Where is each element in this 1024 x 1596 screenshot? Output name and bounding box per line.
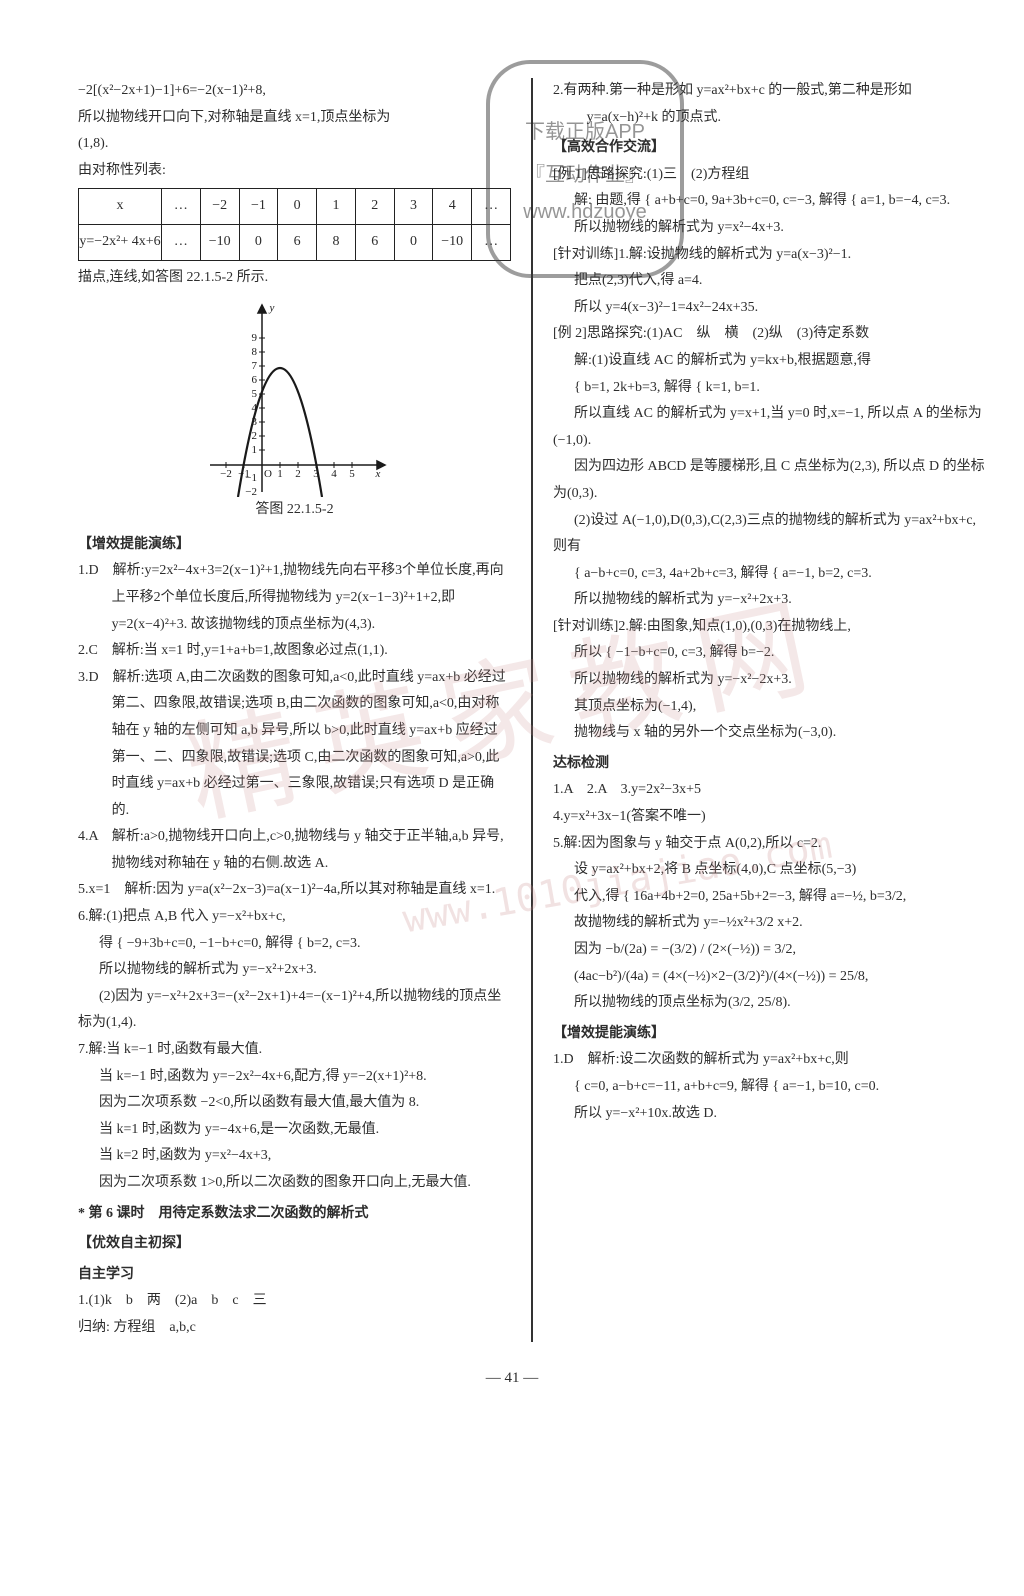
text: 把点(2,3)代入,得 a=4. bbox=[553, 268, 986, 295]
item-4: 4.A 解析:a>0,抛物线开口向上,c>0,抛物线与 y 轴交于正半轴,a,b… bbox=[78, 824, 511, 877]
item-1: 1.D 解析:y=2x²−4x+3=2(x−1)²+1,抛物线先向右平移3个单位… bbox=[78, 558, 511, 638]
text: 当 k=2 时,函数为 y=x²−4x+3, bbox=[78, 1143, 511, 1170]
page: −2[(x²−2x+1)−1]+6=−2(x−1)²+8, 所以抛物线开口向下,… bbox=[0, 0, 1024, 1362]
text: 1.D 解析:设二次函数的解析式为 y=ax²+bx+c,则 bbox=[553, 1047, 986, 1074]
svg-text:1: 1 bbox=[277, 468, 283, 480]
item-7: 7.解:当 k=−1 时,函数有最大值. bbox=[78, 1037, 511, 1064]
text: 所以抛物线的顶点坐标为(3/2, 25/8). bbox=[553, 990, 986, 1017]
text: [例 1]思路探究:(1)三 (2)方程组 bbox=[553, 162, 986, 189]
svg-text:8: 8 bbox=[251, 346, 257, 358]
row-label: y=−2x²+ 4x+6 bbox=[79, 224, 162, 260]
svg-text:−2: −2 bbox=[245, 486, 257, 497]
text: (4ac−b²)/(4a) = (4×(−½)×2−(3/2)²)/(4×(−½… bbox=[553, 964, 986, 991]
value-table: x … −2 −1 0 1 2 3 4 … y=−2x²+ 4x+6 … −10… bbox=[78, 188, 511, 260]
text: 因为二次项系数 1>0,所以二次函数的图象开口向上,无最大值. bbox=[78, 1170, 511, 1197]
text: 抛物线与 x 轴的另外一个交点坐标为(−3,0). bbox=[553, 720, 986, 747]
text: (2)设过 A(−1,0),D(0,3),C(2,3)三点的抛物线的解析式为 y… bbox=[553, 508, 986, 561]
section-heading: 达标检测 bbox=[553, 751, 986, 778]
table-row: y=−2x²+ 4x+6 … −10 0 6 8 6 0 −10 … bbox=[79, 224, 511, 260]
svg-text:7: 7 bbox=[251, 360, 257, 372]
text: 所以 y=−x²+10x.故选 D. bbox=[553, 1101, 986, 1128]
text: { c=0, a−b+c=−11, a+b+c=9, 解得 { a=−1, b=… bbox=[553, 1074, 986, 1101]
text: 所以 y=4(x−3)²−1=4x²−24x+35. bbox=[553, 295, 986, 322]
lesson-title: * 第 6 课时 用待定系数法求二次函数的解析式 bbox=[78, 1201, 511, 1228]
text: 所以抛物线的解析式为 y=x²−4x+3. bbox=[553, 215, 986, 242]
table-row: x … −2 −1 0 1 2 3 4 … bbox=[79, 189, 511, 225]
text: 所以抛物线开口向下,对称轴是直线 x=1,顶点坐标为 bbox=[78, 105, 511, 132]
svg-text:2: 2 bbox=[295, 468, 301, 480]
svg-text:5: 5 bbox=[251, 388, 257, 400]
subheading: 自主学习 bbox=[78, 1262, 511, 1289]
text: 解:(1)设直线 AC 的解析式为 y=kx+b,根据题意,得 bbox=[553, 348, 986, 375]
text: (1,8). bbox=[78, 131, 511, 158]
text: 设 y=ax²+bx+2,将 B 点坐标(4,0),C 点坐标(5,−3) bbox=[553, 857, 986, 884]
svg-text:1: 1 bbox=[251, 444, 257, 456]
text: 所以直线 AC 的解析式为 y=x+1,当 y=0 时,x=−1, 所以点 A … bbox=[553, 401, 986, 454]
text: (2)因为 y=−x²+2x+3=−(x²−2x+1)+4=−(x−1)²+4,… bbox=[78, 984, 511, 1037]
section-heading: 【优效自主初探】 bbox=[78, 1231, 511, 1258]
text: 所以抛物线的解析式为 y=−x²+2x+3. bbox=[553, 587, 986, 614]
svg-text:x: x bbox=[374, 468, 380, 480]
item-6: 6.解:(1)把点 A,B 代入 y=−x²+bx+c, bbox=[78, 904, 511, 931]
text: 因为 −b/(2a) = −(3/2) / (2×(−½)) = 3/2, bbox=[553, 937, 986, 964]
text: 描点,连线,如答图 22.1.5-2 所示. bbox=[78, 265, 511, 292]
text: 1.(1)k b 两 (2)a b c 三 bbox=[78, 1288, 511, 1315]
svg-text:5: 5 bbox=[349, 468, 355, 480]
text: 2.有两种.第一种是形如 y=ax²+bx+c 的一般式,第二种是形如 y=a(… bbox=[553, 78, 986, 131]
svg-text:6: 6 bbox=[251, 374, 257, 386]
text: 由对称性列表: bbox=[78, 158, 511, 185]
item-2: 2.C 解析:当 x=1 时,y=1+a+b=1,故图象必过点(1,1). bbox=[78, 638, 511, 665]
text: [针对训练]2.解:由图象,知点(1,0),(0,3)在抛物线上, bbox=[553, 614, 986, 641]
item-3: 3.D 解析:选项 A,由二次函数的图象可知,a<0,此时直线 y=ax+b 必… bbox=[78, 665, 511, 825]
svg-text:−2: −2 bbox=[220, 468, 232, 480]
svg-text:y: y bbox=[268, 302, 274, 314]
text: 因为四边形 ABCD 是等腰梯形,且 C 点坐标为(2,3), 所以点 D 的坐… bbox=[553, 454, 986, 507]
row-label: x bbox=[79, 189, 162, 225]
text: 得 { −9+3b+c=0, −1−b+c=0, 解得 { b=2, c=3. bbox=[78, 931, 511, 958]
figure-caption: 答图 22.1.5-2 bbox=[78, 497, 511, 524]
svg-text:4: 4 bbox=[331, 468, 337, 480]
text: 4.y=x²+3x−1(答案不唯一) bbox=[553, 804, 986, 831]
graph-figure: 123 456 789 −1−2 −1−2 123 45 O x y bbox=[78, 297, 511, 524]
item-5: 5.x=1 解析:因为 y=a(x²−2x−3)=a(x−1)²−4a,所以其对… bbox=[78, 877, 511, 904]
text: 所以抛物线的解析式为 y=−x²−2x+3. bbox=[553, 667, 986, 694]
text: 所以抛物线的解析式为 y=−x²+2x+3. bbox=[78, 957, 511, 984]
text: −2[(x²−2x+1)−1]+6=−2(x−1)²+8, bbox=[78, 78, 511, 105]
text: { b=1, 2k+b=3, 解得 { k=1, b=1. bbox=[553, 375, 986, 402]
text: 1.A 2.A 3.y=2x²−3x+5 bbox=[553, 777, 986, 804]
left-column: −2[(x²−2x+1)−1]+6=−2(x−1)²+8, 所以抛物线开口向下,… bbox=[78, 78, 519, 1342]
text: 其顶点坐标为(−1,4), bbox=[553, 694, 986, 721]
svg-text:9: 9 bbox=[251, 332, 257, 344]
text: 归纳: 方程组 a,b,c bbox=[78, 1315, 511, 1342]
right-column: 2.有两种.第一种是形如 y=ax²+bx+c 的一般式,第二种是形如 y=a(… bbox=[545, 78, 986, 1342]
page-number: — 41 — bbox=[0, 1362, 1024, 1387]
parabola-graph: 123 456 789 −1−2 −1−2 123 45 O x y bbox=[200, 297, 390, 497]
text: 代入,得 { 16a+4b+2=0, 25a+5b+2=−3, 解得 a=−½,… bbox=[553, 884, 986, 911]
svg-text:O: O bbox=[264, 468, 272, 480]
column-divider bbox=[531, 78, 533, 1342]
text: 当 k=−1 时,函数为 y=−2x²−4x+6,配方,得 y=−2(x+1)²… bbox=[78, 1064, 511, 1091]
text: 当 k=1 时,函数为 y=−4x+6,是一次函数,无最值. bbox=[78, 1117, 511, 1144]
text: 因为二次项系数 −2<0,所以函数有最大值,最大值为 8. bbox=[78, 1090, 511, 1117]
svg-text:−1: −1 bbox=[238, 468, 250, 480]
text: [例 2]思路探究:(1)AC 纵 横 (2)纵 (3)待定系数 bbox=[553, 321, 986, 348]
text: { a−b+c=0, c=3, 4a+2b+c=3, 解得 { a=−1, b=… bbox=[553, 561, 986, 588]
text: [针对训练]1.解:设抛物线的解析式为 y=a(x−3)²−1. bbox=[553, 242, 986, 269]
section-heading: 【增效提能演练】 bbox=[78, 532, 511, 559]
text: 所以 { −1−b+c=0, c=3, 解得 b=−2. bbox=[553, 640, 986, 667]
svg-text:2: 2 bbox=[251, 430, 257, 442]
text: 5.解:因为图象与 y 轴交于点 A(0,2),所以 c=2. bbox=[553, 831, 986, 858]
text: 故抛物线的解析式为 y=−½x²+3/2 x+2. bbox=[553, 910, 986, 937]
section-heading: 【高效合作交流】 bbox=[553, 135, 986, 162]
section-heading: 【增效提能演练】 bbox=[553, 1021, 986, 1048]
text: 解: 由题,得 { a+b+c=0, 9a+3b+c=0, c=−3, 解得 {… bbox=[553, 188, 986, 215]
